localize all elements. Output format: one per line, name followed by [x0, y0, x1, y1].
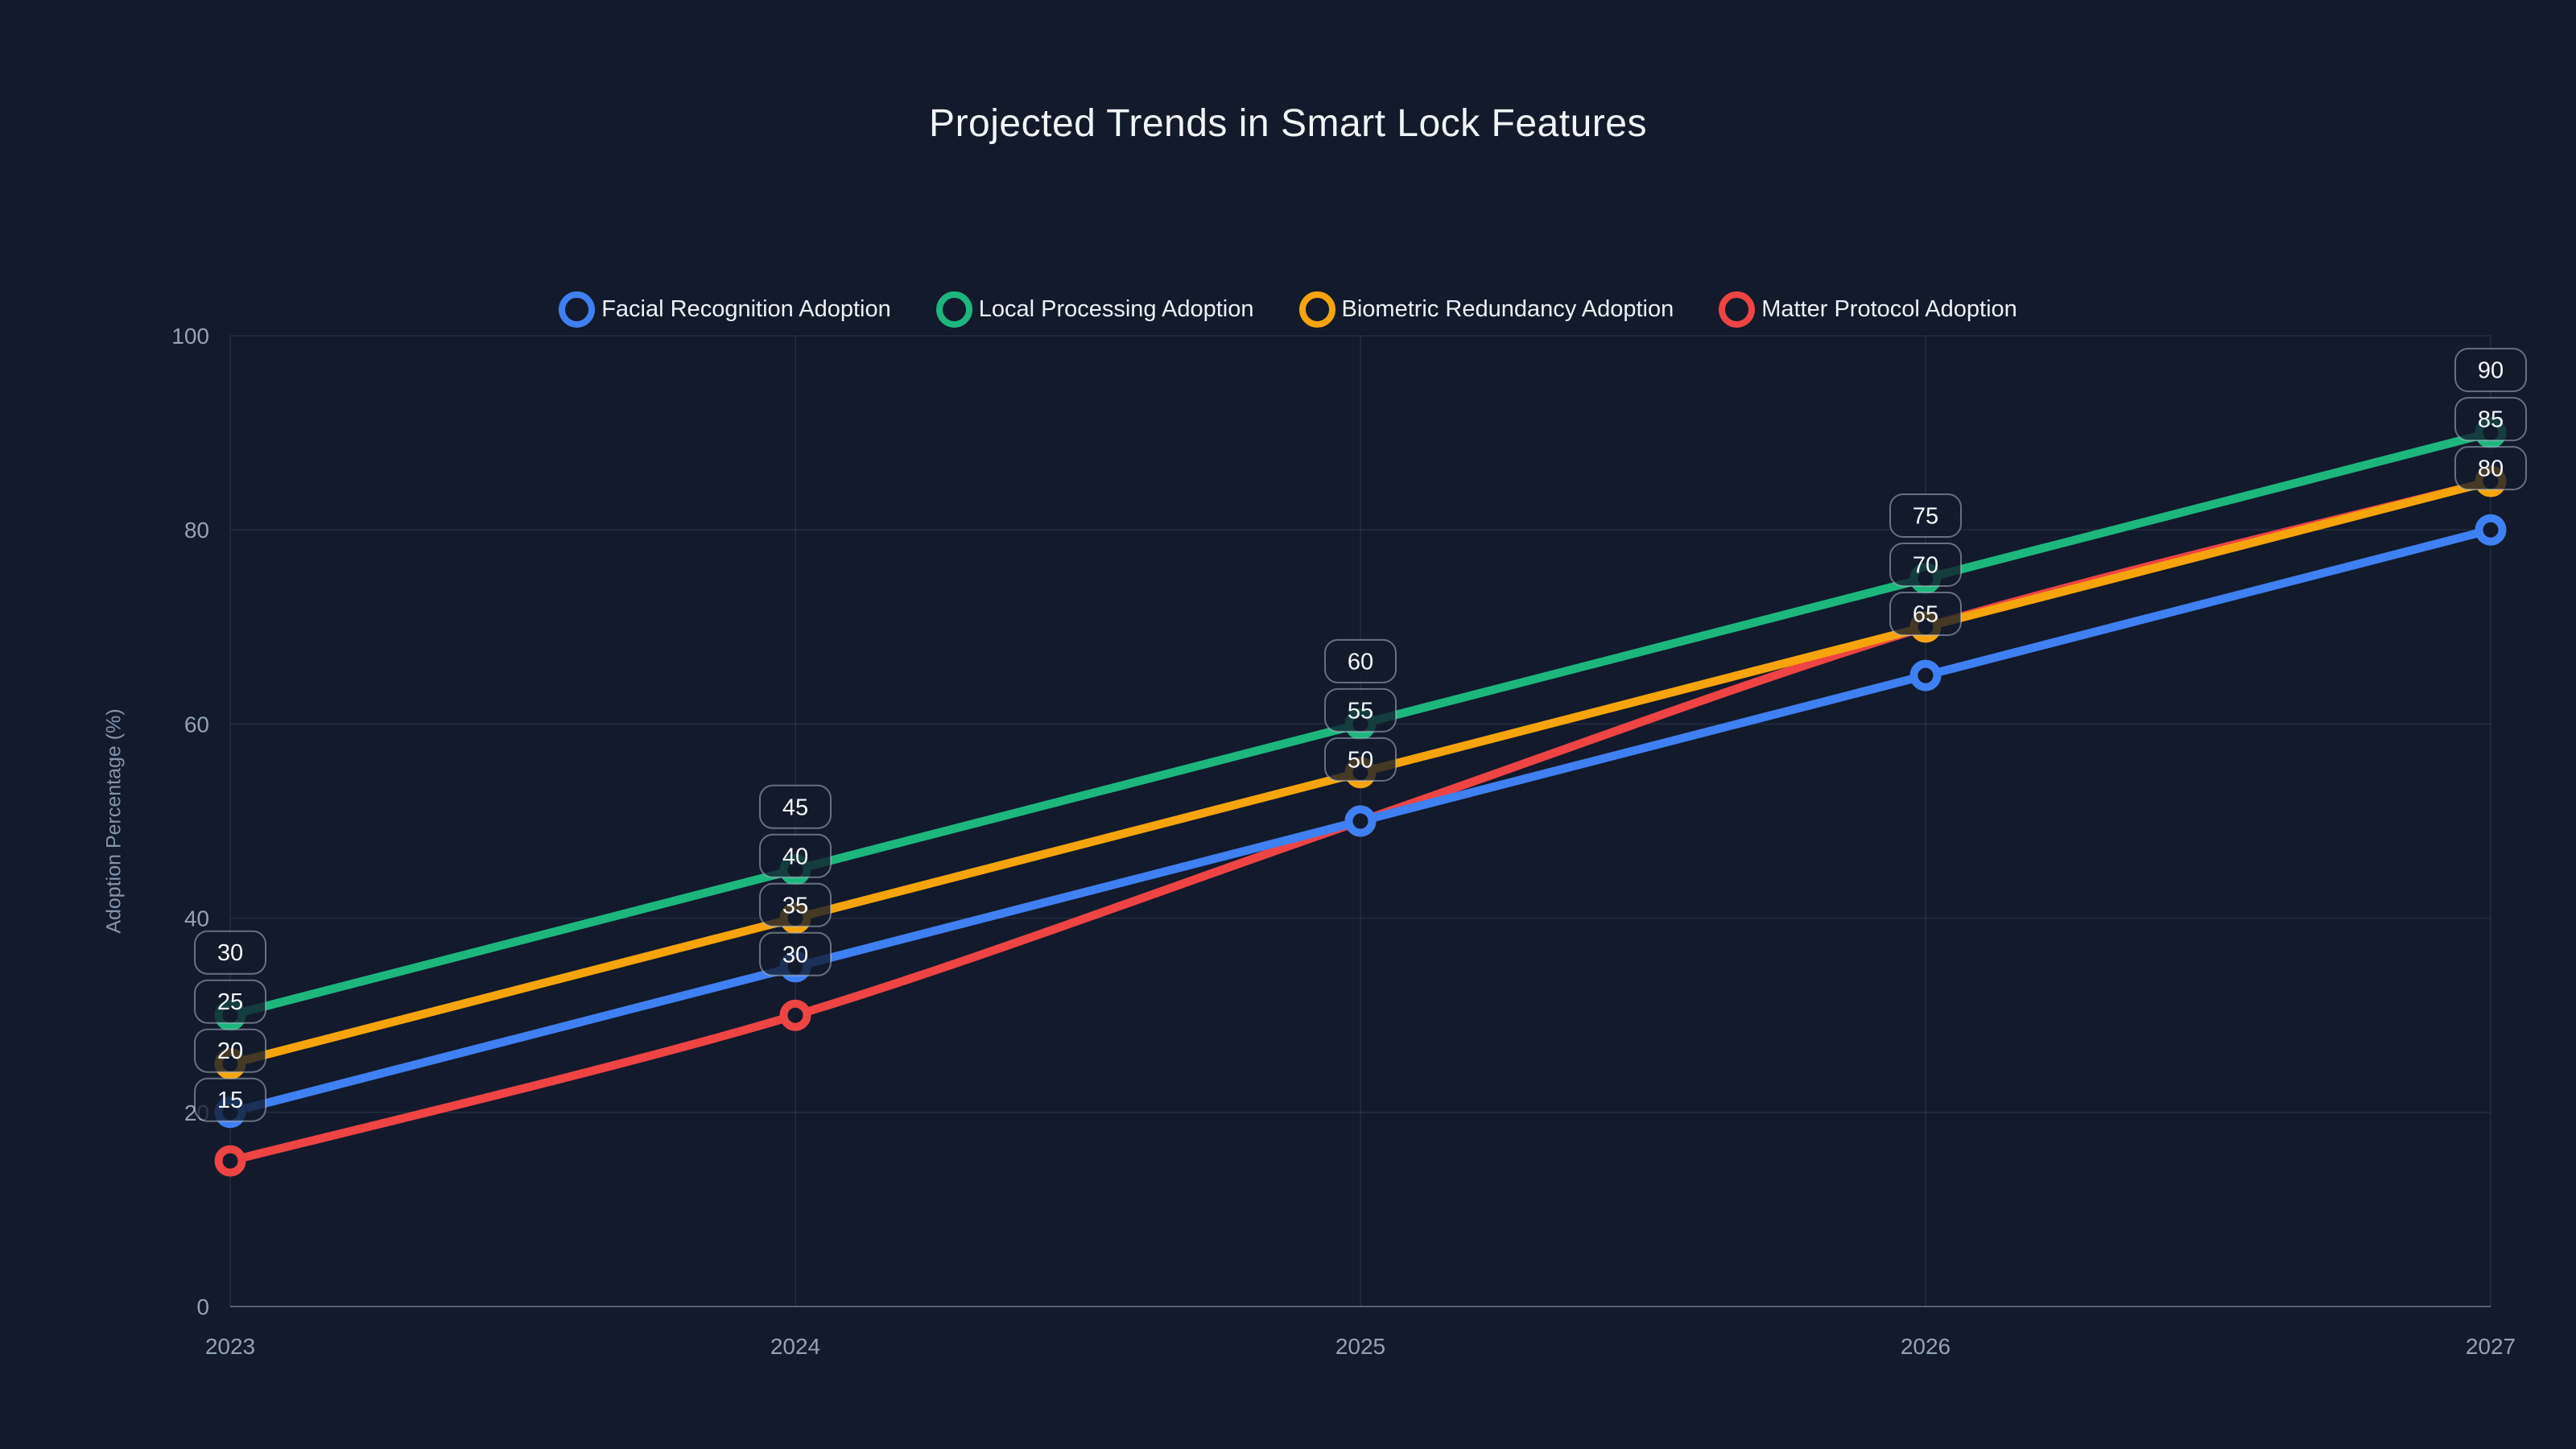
data-label-badge: [2454, 397, 2527, 442]
data-label-badge: [194, 1028, 266, 1073]
legend-label: Biometric Redundancy Adoption: [1341, 296, 1674, 322]
data-label-badge: [2454, 446, 2527, 491]
data-label-value: 50: [1348, 747, 1373, 773]
data-label-value: 30: [782, 942, 808, 968]
data-label-value: 35: [782, 893, 808, 919]
data-label-badge: [194, 979, 266, 1024]
data-label-badge: [759, 833, 832, 878]
data-point-marker[interactable]: [1909, 659, 1942, 691]
legend-label: Local Processing Adoption: [978, 296, 1254, 322]
chart-title: Projected Trends in Smart Lock Features: [929, 102, 1647, 145]
data-label-value: 15: [217, 1088, 243, 1113]
legend-ring-icon: [1298, 291, 1335, 328]
data-label-value: 80: [2478, 456, 2504, 482]
data-label-value: 60: [1348, 649, 1373, 675]
legend-item-0[interactable]: Facial Recognition Adoption: [559, 291, 891, 328]
legend-ring-icon: [1719, 291, 1756, 328]
data-label-value: 85: [2478, 407, 2504, 433]
data-label-badge: [1889, 493, 1962, 538]
data-label-value: 55: [1348, 698, 1373, 724]
data-label-value: 65: [1913, 602, 1938, 628]
x-axis-tick-label: 2025: [1335, 1334, 1385, 1359]
data-label-badge: [1324, 638, 1397, 683]
y-axis-tick-label: 40: [184, 906, 209, 931]
x-axis-tick-label: 2023: [205, 1334, 255, 1359]
data-label-badge: [759, 931, 832, 976]
x-axis-tick-label: 2027: [2466, 1334, 2516, 1359]
data-label-value: 70: [1913, 553, 1938, 579]
data-label-value: 75: [1913, 504, 1938, 530]
data-label-badge: [759, 882, 832, 927]
y-axis-tick-label: 60: [184, 712, 209, 737]
data-point-marker[interactable]: [779, 999, 811, 1031]
y-axis-tick-label: 80: [184, 518, 209, 543]
data-label-badge: [2454, 348, 2527, 393]
data-point-marker[interactable]: [2475, 514, 2507, 546]
legend-item-3[interactable]: Matter Protocol Adoption: [1719, 291, 2017, 328]
legend-label: Matter Protocol Adoption: [1761, 296, 2017, 322]
data-label-value: 40: [782, 844, 808, 869]
chart-legend: Facial Recognition Adoption Local Process…: [0, 291, 2576, 328]
y-axis-tick-label: 0: [196, 1294, 209, 1319]
legend-ring-icon: [559, 291, 596, 328]
data-point-marker[interactable]: [1344, 805, 1377, 837]
data-label-badge: [1889, 592, 1962, 636]
data-label-badge: [1324, 687, 1397, 733]
data-label-value: 20: [217, 1038, 243, 1064]
data-label-value: 30: [217, 940, 243, 966]
legend-ring-icon: [935, 291, 972, 328]
y-axis-tick-label: 100: [171, 324, 209, 349]
data-label-value: 90: [2478, 358, 2504, 384]
data-label-badge: [1889, 543, 1962, 587]
data-label-value: 25: [217, 989, 243, 1015]
data-label-badge: [1324, 737, 1397, 782]
data-point-marker[interactable]: [214, 1145, 246, 1177]
legend-item-1[interactable]: Local Processing Adoption: [935, 291, 1254, 328]
data-label-value: 45: [782, 795, 808, 820]
data-label-badge: [759, 784, 832, 829]
legend-item-2[interactable]: Biometric Redundancy Adoption: [1298, 291, 1674, 328]
data-label-badge: [194, 930, 266, 975]
data-label-badge: [194, 1077, 266, 1122]
x-axis-tick-label: 2026: [1901, 1334, 1951, 1359]
legend-label: Facial Recognition Adoption: [601, 296, 891, 322]
x-axis-tick-label: 2024: [770, 1334, 820, 1359]
